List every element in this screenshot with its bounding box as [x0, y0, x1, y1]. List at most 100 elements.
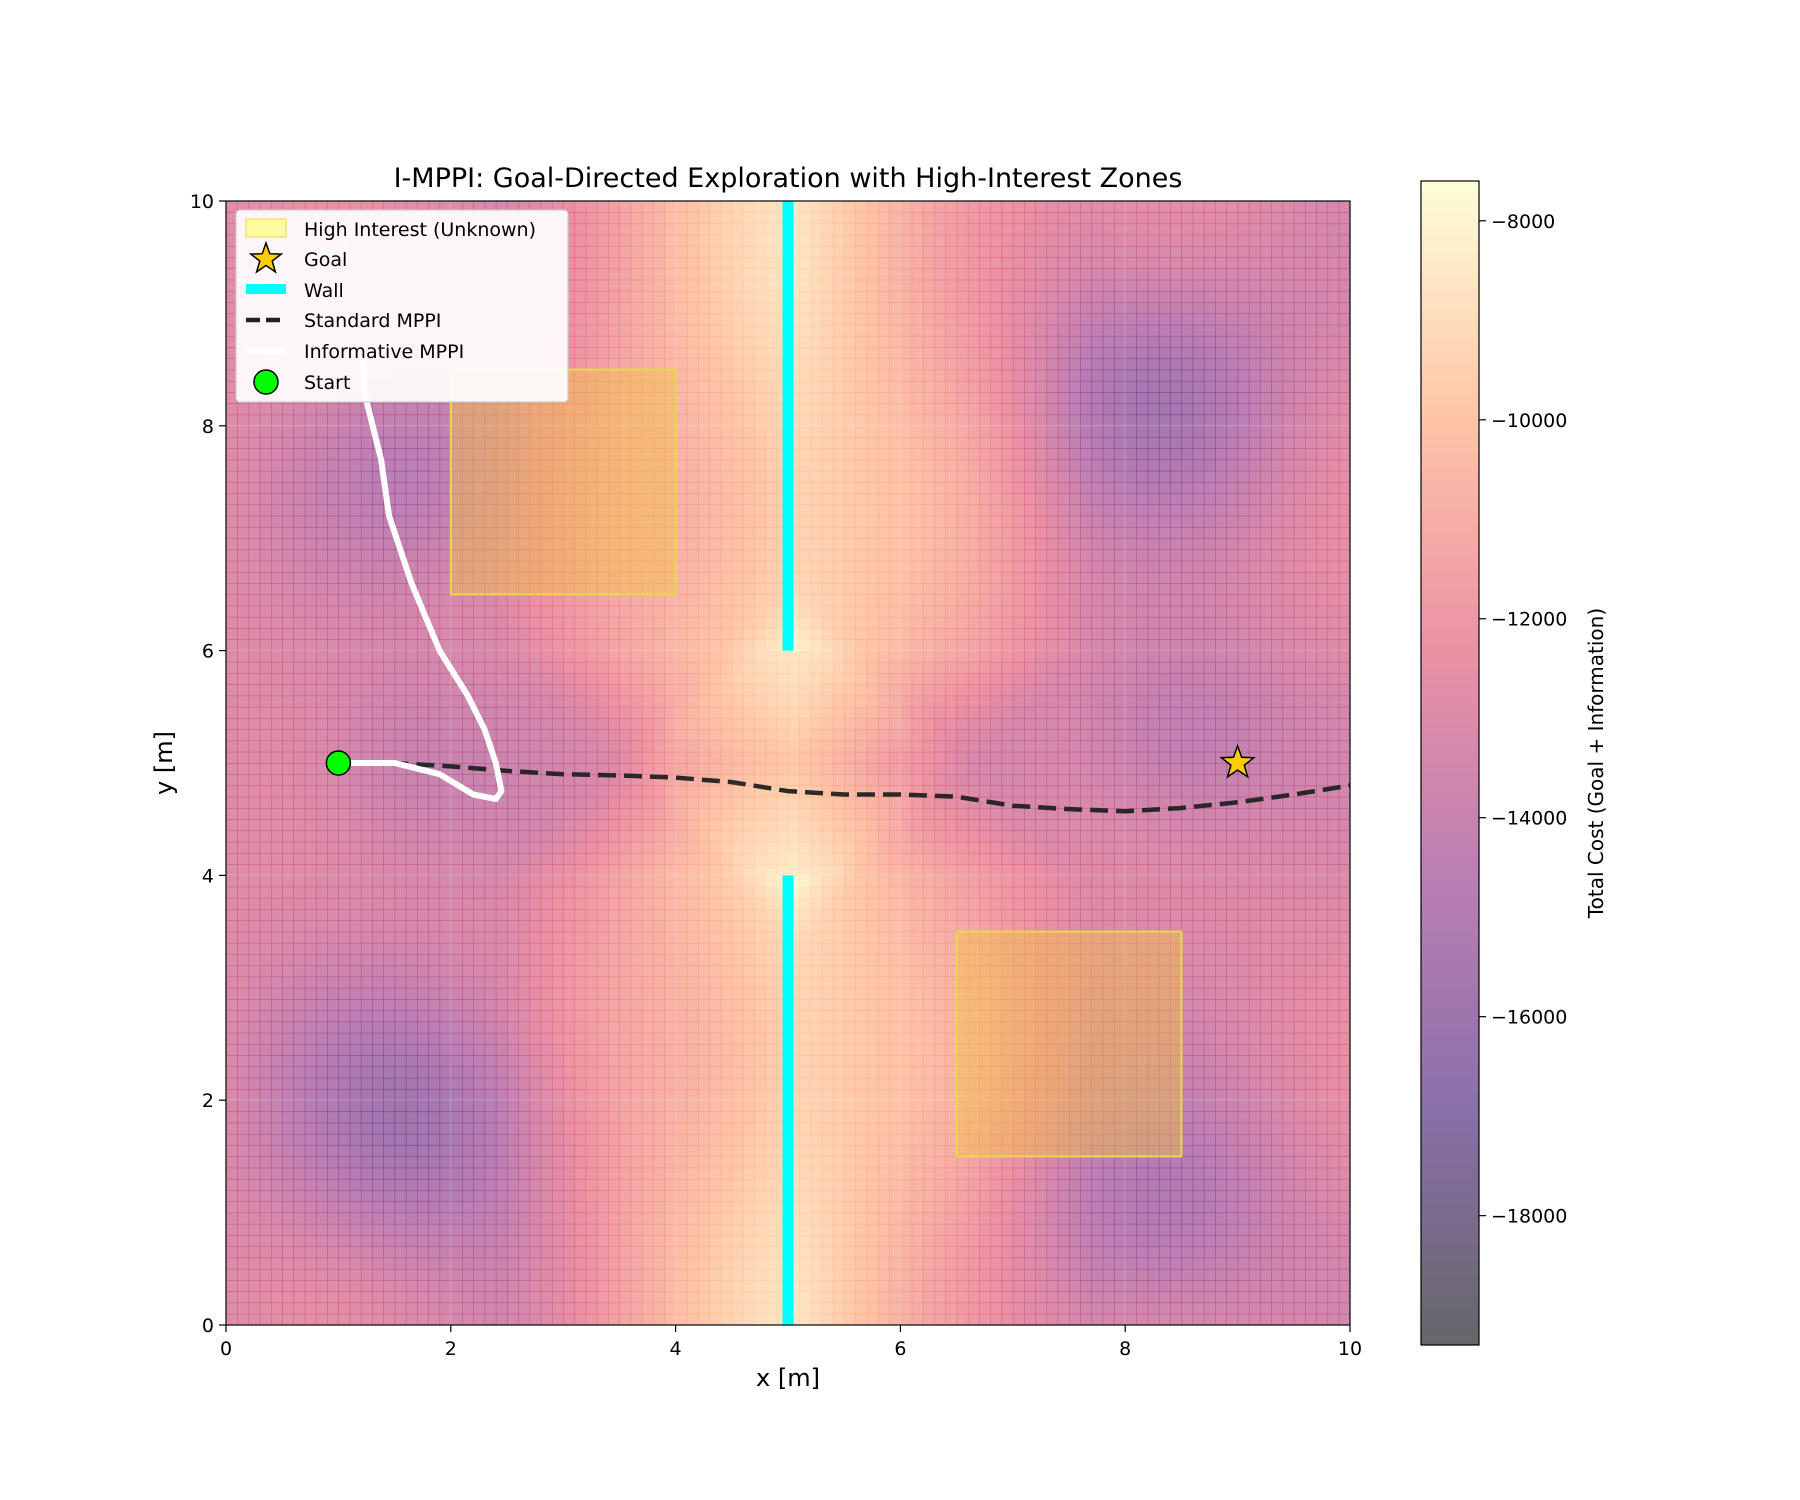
heatmap-cell: [731, 212, 744, 225]
heatmap-cell: [686, 1088, 699, 1101]
heatmap-cell: [282, 763, 295, 775]
heatmap-cell: [383, 1100, 396, 1113]
heatmap-cell: [608, 999, 620, 1011]
heatmap-cell: [720, 616, 733, 629]
heatmap-cell: [518, 650, 531, 663]
heatmap-cell: [518, 965, 531, 978]
heatmap-cell: [304, 1268, 317, 1281]
heatmap-cell: [383, 201, 396, 213]
heatmap-cell: [675, 830, 688, 843]
heatmap-cell: [731, 1291, 744, 1304]
heatmap-cell: [630, 538, 643, 551]
heatmap-cell: [507, 414, 519, 427]
heatmap-cell: [563, 763, 576, 775]
heatmap-cell: [518, 740, 531, 753]
heatmap-cell: [394, 1178, 407, 1191]
heatmap-cell: [574, 1156, 587, 1169]
heatmap-cell: [507, 1010, 519, 1023]
heatmap-cell: [743, 931, 755, 944]
heatmap-cell: [619, 1246, 632, 1259]
heatmap-cell: [259, 852, 272, 865]
heatmap-cell: [507, 1257, 519, 1270]
heatmap-cell: [675, 1156, 688, 1169]
heatmap-cell: [754, 549, 767, 562]
heatmap-cell: [563, 942, 576, 955]
heatmap-cell: [574, 751, 587, 764]
heatmap-cell: [304, 1032, 317, 1045]
heatmap-cell: [630, 470, 643, 483]
heatmap-cell: [630, 931, 643, 944]
heatmap-cell: [282, 1246, 295, 1259]
heatmap-cell: [270, 1145, 283, 1157]
heatmap-cell: [248, 1133, 261, 1146]
heatmap-cell: [540, 751, 553, 764]
heatmap-cell: [394, 560, 407, 573]
heatmap-cell: [563, 920, 576, 933]
heatmap-cell: [765, 504, 778, 517]
heatmap-cell: [585, 583, 598, 595]
heatmap-cell: [405, 942, 418, 955]
heatmap-cell: [675, 1291, 688, 1304]
heatmap-cell: [743, 740, 755, 753]
heatmap-cell: [507, 571, 519, 584]
heatmap-cell: [439, 639, 452, 652]
heatmap-cell: [765, 493, 778, 506]
heatmap-cell: [596, 875, 609, 888]
heatmap-cell: [585, 841, 598, 854]
heatmap-cell: [540, 425, 553, 438]
heatmap-cell: [405, 1313, 418, 1325]
heatmap-cell: [484, 807, 497, 820]
heatmap-cell: [596, 1223, 609, 1236]
heatmap-cell: [608, 841, 620, 854]
heatmap-cell: [619, 605, 632, 618]
heatmap-cell: [394, 886, 407, 899]
heatmap-cell: [675, 841, 688, 854]
heatmap-cell: [349, 718, 362, 730]
heatmap-cell: [675, 976, 688, 989]
heatmap-cell: [473, 639, 486, 652]
heatmap-cell: [731, 1178, 744, 1191]
heatmap-cell: [653, 931, 665, 944]
heatmap-cell: [394, 583, 407, 595]
heatmap-cell: [518, 1133, 531, 1146]
heatmap-cell: [608, 639, 620, 652]
heatmap-cell: [765, 302, 778, 314]
heatmap-cell: [698, 729, 710, 742]
heatmap-cell: [698, 358, 710, 371]
heatmap-cell: [327, 841, 339, 854]
heatmap-cell: [563, 313, 576, 326]
heatmap-cell: [417, 673, 429, 685]
heatmap-cell: [270, 583, 283, 595]
heatmap-cell: [563, 999, 576, 1011]
heatmap-cell: [619, 1167, 632, 1180]
heatmap-cell: [439, 920, 452, 933]
heatmap-cell: [304, 785, 317, 798]
heatmap-cell: [439, 470, 452, 483]
heatmap-cell: [574, 470, 587, 483]
heatmap-cell: [720, 1021, 733, 1034]
heatmap-cell: [641, 920, 654, 933]
heatmap-cell: [349, 526, 362, 539]
heatmap-cell: [372, 774, 384, 787]
heatmap-cell: [675, 1066, 688, 1079]
heatmap-cell: [731, 718, 744, 730]
heatmap-cell: [428, 864, 441, 876]
heatmap-cell: [551, 1178, 564, 1191]
heatmap-cell: [518, 661, 531, 674]
heatmap-cell: [776, 650, 789, 663]
heatmap-cell: [551, 1190, 564, 1202]
heatmap-cell: [304, 639, 317, 652]
heatmap-cell: [372, 1167, 384, 1180]
heatmap-cell: [551, 571, 564, 584]
heatmap-cell: [473, 1178, 486, 1191]
heatmap-cell: [226, 875, 238, 888]
heatmap-cell: [540, 673, 553, 685]
heatmap-cell: [720, 392, 733, 404]
heatmap-cell: [653, 616, 665, 629]
heatmap-cell: [675, 1167, 688, 1180]
heatmap-cell: [507, 965, 519, 978]
heatmap-cell: [327, 886, 339, 899]
heatmap-cell: [540, 403, 553, 416]
heatmap-cell: [259, 807, 272, 820]
heatmap-cell: [237, 515, 250, 528]
